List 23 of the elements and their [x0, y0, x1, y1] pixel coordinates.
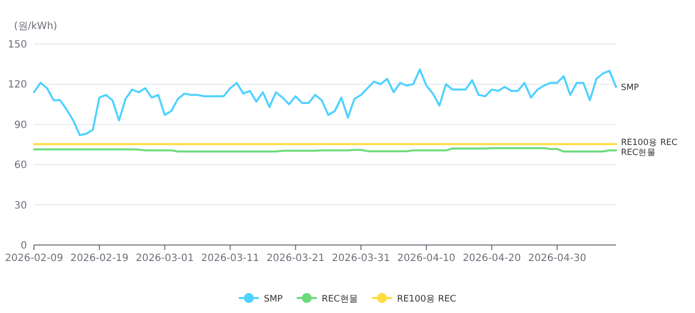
x-tick-label: 2026-03-21 [266, 253, 325, 264]
line-series [33, 68, 617, 136]
x-tick-label: 2026-04-20 [462, 253, 521, 264]
y-tick-label: 60 [14, 160, 27, 172]
legend-label: RE100용 REC [396, 294, 456, 304]
x-tick-label: 2026-03-11 [201, 253, 260, 264]
y-tick-label: 120 [8, 80, 27, 91]
y-axis-title: (원/kWh) [14, 21, 58, 32]
legend-label: SMP [264, 294, 284, 304]
legend-label: REC현물 [322, 294, 358, 304]
x-tick-label: 2026-04-10 [397, 253, 456, 264]
y-tick-label: 150 [8, 40, 27, 50]
y-tick-label: 90 [14, 120, 27, 131]
y-tick-label: 0 [20, 240, 27, 252]
x-tick-label: 2026-02-09 [4, 253, 64, 264]
x-tick-label: 2026-03-31 [332, 253, 390, 264]
x-tick-label: 2026-03-01 [136, 253, 194, 264]
x-tick-label: 2026-02-19 [70, 253, 128, 264]
text: SMP [621, 82, 639, 93]
y-tick-label: 30 [14, 200, 27, 212]
x-tick-label: 2026-04-30 [528, 253, 586, 264]
text: REC현물 [621, 148, 656, 158]
text: RE100용 REC [621, 138, 678, 148]
